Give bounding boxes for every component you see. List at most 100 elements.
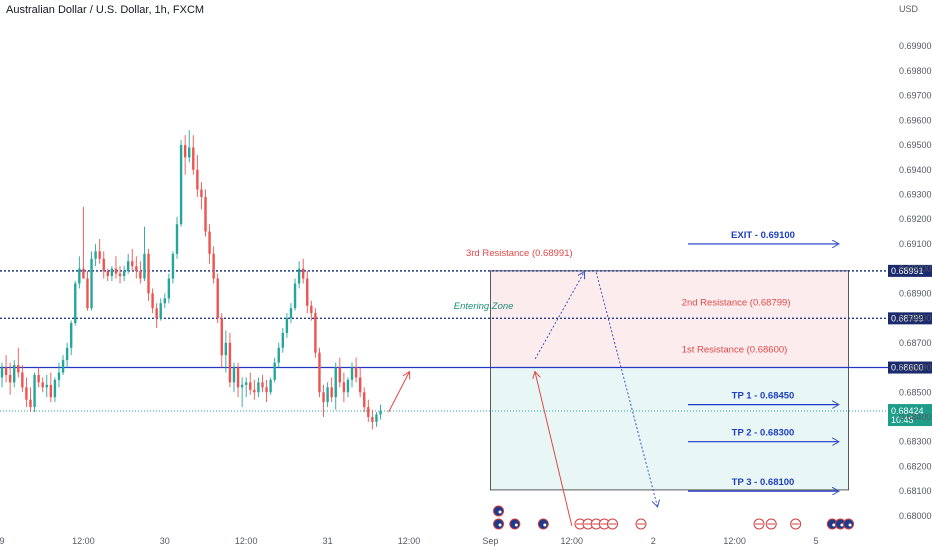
candle-body bbox=[346, 379, 350, 393]
candle-body bbox=[310, 305, 313, 314]
candle-body bbox=[131, 261, 134, 267]
level-price-tag bbox=[888, 312, 932, 325]
trade-zone: Entering Zone bbox=[454, 270, 849, 491]
lower-zone-box bbox=[489, 367, 849, 491]
entering-zone-label: Entering Zone bbox=[454, 301, 514, 312]
y-tick-label: 0.69800 bbox=[899, 66, 932, 76]
candle-body bbox=[106, 271, 110, 277]
projection-up-arrow bbox=[534, 272, 584, 360]
candle-body bbox=[249, 382, 252, 390]
candle-body bbox=[183, 145, 187, 158]
candle-body bbox=[232, 367, 236, 383]
y-tick-label: 0.69200 bbox=[899, 214, 932, 224]
candle-body bbox=[0, 367, 4, 378]
candle-body bbox=[371, 416, 374, 422]
aud-event-icon-star bbox=[514, 523, 518, 527]
y-tick-label: 0.68500 bbox=[899, 387, 932, 397]
candle-body bbox=[200, 189, 203, 197]
candle-body bbox=[17, 365, 20, 373]
candle-body bbox=[318, 352, 321, 393]
candle-body bbox=[342, 382, 346, 393]
candle-body bbox=[45, 384, 48, 388]
candle-body bbox=[322, 392, 325, 403]
candle-body bbox=[171, 253, 175, 279]
candle-body bbox=[29, 399, 32, 408]
candle-body bbox=[212, 253, 215, 279]
candle-body bbox=[281, 332, 285, 348]
y-tick-label: 0.68600 bbox=[899, 363, 932, 373]
target-label: TP 3 - 0.68100 bbox=[732, 477, 795, 488]
candle-body bbox=[265, 387, 268, 393]
candle-body bbox=[74, 283, 77, 324]
candle-body bbox=[159, 303, 162, 319]
candle-body bbox=[143, 253, 146, 279]
resistance-levels: 0.68991 0.68799 0.68600 3rd Resistance (0.6… bbox=[0, 248, 932, 427]
candle-body bbox=[261, 382, 264, 388]
aud-event-icon-star bbox=[848, 523, 852, 527]
event-icons-layer bbox=[493, 505, 855, 530]
y-tick-label: 0.69300 bbox=[899, 189, 932, 199]
candle-body bbox=[253, 389, 256, 393]
y-axis[interactable]: USD 0.69900 0.69800 0.69700 0.69600 0.69500 0.… bbox=[899, 4, 932, 521]
candle-body bbox=[49, 384, 53, 398]
entry-arrow bbox=[388, 372, 409, 413]
y-tick-label: 0.69900 bbox=[899, 41, 932, 51]
level-price-tag-text: 0.68600 bbox=[891, 363, 924, 373]
targets-layer: EXIT - 0.69100 TP 1 - 0.68450 TP 2 - 0.683… bbox=[688, 230, 838, 491]
candle-body bbox=[82, 268, 85, 279]
x-axis[interactable]: 9 12:00 30 12:00 31 12:00 Sep 12:00 2 12:00 5 bbox=[0, 536, 819, 546]
x-tick-label: 30 bbox=[160, 536, 170, 546]
candle-body bbox=[293, 283, 297, 309]
candle-body bbox=[21, 372, 24, 388]
candle-body bbox=[61, 360, 65, 373]
chart-title: Australian Dollar / U.S. Dollar, 1h, FXC… bbox=[6, 4, 205, 16]
y-tick-label: 0.68100 bbox=[899, 486, 932, 496]
candle-body bbox=[147, 253, 150, 294]
x-tick-label: 31 bbox=[323, 536, 333, 546]
x-tick-label: 12:00 bbox=[561, 536, 584, 546]
candle-body bbox=[110, 268, 114, 277]
y-tick-label: 0.69100 bbox=[899, 239, 932, 249]
candle-body bbox=[240, 384, 244, 388]
y-tick-label: 0.69000 bbox=[899, 264, 932, 274]
y-tick-label: 0.68300 bbox=[899, 437, 932, 447]
candle-body bbox=[114, 268, 118, 274]
y-tick-label: 0.68000 bbox=[899, 511, 932, 521]
candle-body bbox=[245, 382, 248, 385]
candle-body bbox=[334, 367, 337, 398]
level-price-tag bbox=[888, 264, 932, 277]
x-tick-label: 5 bbox=[813, 536, 818, 546]
aud-event-icon-star bbox=[498, 510, 502, 514]
candle-body bbox=[204, 196, 207, 232]
candle-body bbox=[139, 271, 142, 279]
candle-body bbox=[269, 379, 272, 393]
currency-label: USD bbox=[899, 4, 919, 14]
candle-body bbox=[41, 382, 44, 388]
aud-event-icon-star bbox=[498, 523, 502, 527]
candle-body bbox=[122, 271, 126, 277]
candle-body bbox=[379, 411, 382, 415]
target-label: TP 2 - 0.68300 bbox=[732, 428, 795, 439]
candle-body bbox=[53, 379, 57, 398]
aud-event-icon bbox=[537, 518, 549, 530]
candle-body bbox=[65, 347, 69, 361]
x-tick-label: 12:00 bbox=[72, 536, 95, 546]
upper-zone-box bbox=[489, 270, 849, 368]
aud-event-icon-star bbox=[840, 523, 844, 527]
candle-body bbox=[167, 278, 171, 299]
candle-body bbox=[8, 374, 12, 383]
candle-body bbox=[330, 387, 333, 398]
candle-body bbox=[363, 392, 366, 408]
candle-body bbox=[354, 367, 358, 378]
level-price-tag bbox=[888, 361, 932, 374]
candle-body bbox=[236, 367, 240, 388]
y-tick-label: 0.69600 bbox=[899, 115, 932, 125]
x-tick-label: 12:00 bbox=[398, 536, 421, 546]
candle-body bbox=[257, 382, 260, 393]
x-tick-label: 12:00 bbox=[235, 536, 258, 546]
candle-body bbox=[224, 342, 228, 356]
current-price-tag bbox=[888, 404, 932, 427]
candle-body bbox=[163, 298, 166, 304]
y-tick-label: 0.68200 bbox=[899, 461, 932, 471]
